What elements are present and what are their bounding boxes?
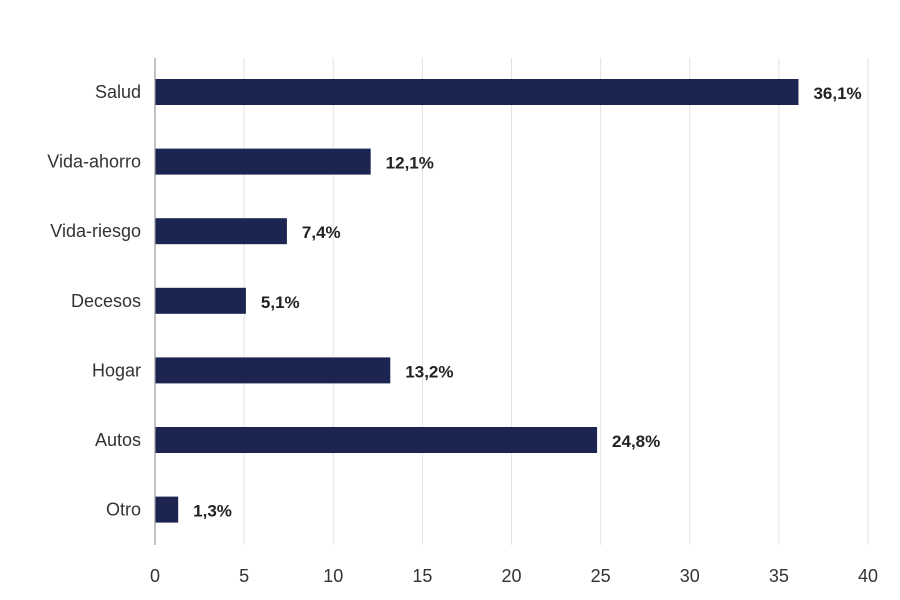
category-label-vida-riesgo: Vida-riesgo [50, 221, 141, 241]
x-tick-label-40: 40 [858, 566, 878, 586]
x-tick-label-5: 5 [239, 566, 249, 586]
x-tick-label-25: 25 [591, 566, 611, 586]
grid-lines [243, 58, 869, 545]
data-label-salud: 36,1% [813, 84, 861, 103]
bar-decesos [155, 287, 246, 314]
x-tick-label-20: 20 [501, 566, 521, 586]
data-label-hogar: 13,2% [405, 362, 453, 381]
data-label-vida-riesgo: 7,4% [302, 223, 341, 242]
bar-vida-riesgo [155, 218, 287, 245]
x-tick-label-30: 30 [680, 566, 700, 586]
data-label-otro: 1,3% [193, 502, 232, 521]
category-label-hogar: Hogar [92, 360, 141, 380]
category-label-salud: Salud [95, 82, 141, 102]
data-label-decesos: 5,1% [261, 293, 300, 312]
category-label-vida-ahorro: Vida-ahorro [47, 152, 141, 172]
data-labels: 36,1% 12,1% 7,4% 5,1% 13,2% 24,8% 1,3% [193, 84, 862, 521]
x-tick-label-35: 35 [769, 566, 789, 586]
bar-autos [155, 427, 598, 453]
category-label-autos: Autos [95, 430, 141, 450]
x-tick-label-10: 10 [323, 566, 343, 586]
bars [155, 79, 799, 523]
data-label-autos: 24,8% [612, 432, 660, 451]
category-label-decesos: Decesos [71, 291, 141, 311]
bar-otro [155, 496, 179, 523]
bar-salud [155, 79, 799, 105]
x-tick-labels: 0 5 10 15 20 25 30 35 40 [150, 566, 878, 586]
category-label-otro: Otro [106, 500, 141, 520]
data-label-vida-ahorro: 12,1% [386, 154, 434, 173]
category-labels: Salud Vida-ahorro Vida-riesgo Decesos Hogar A… [47, 82, 141, 520]
bar-hogar [155, 357, 391, 384]
x-tick-label-15: 15 [412, 566, 432, 586]
x-tick-label-0: 0 [150, 566, 160, 586]
bar-vida-ahorro [155, 148, 371, 175]
